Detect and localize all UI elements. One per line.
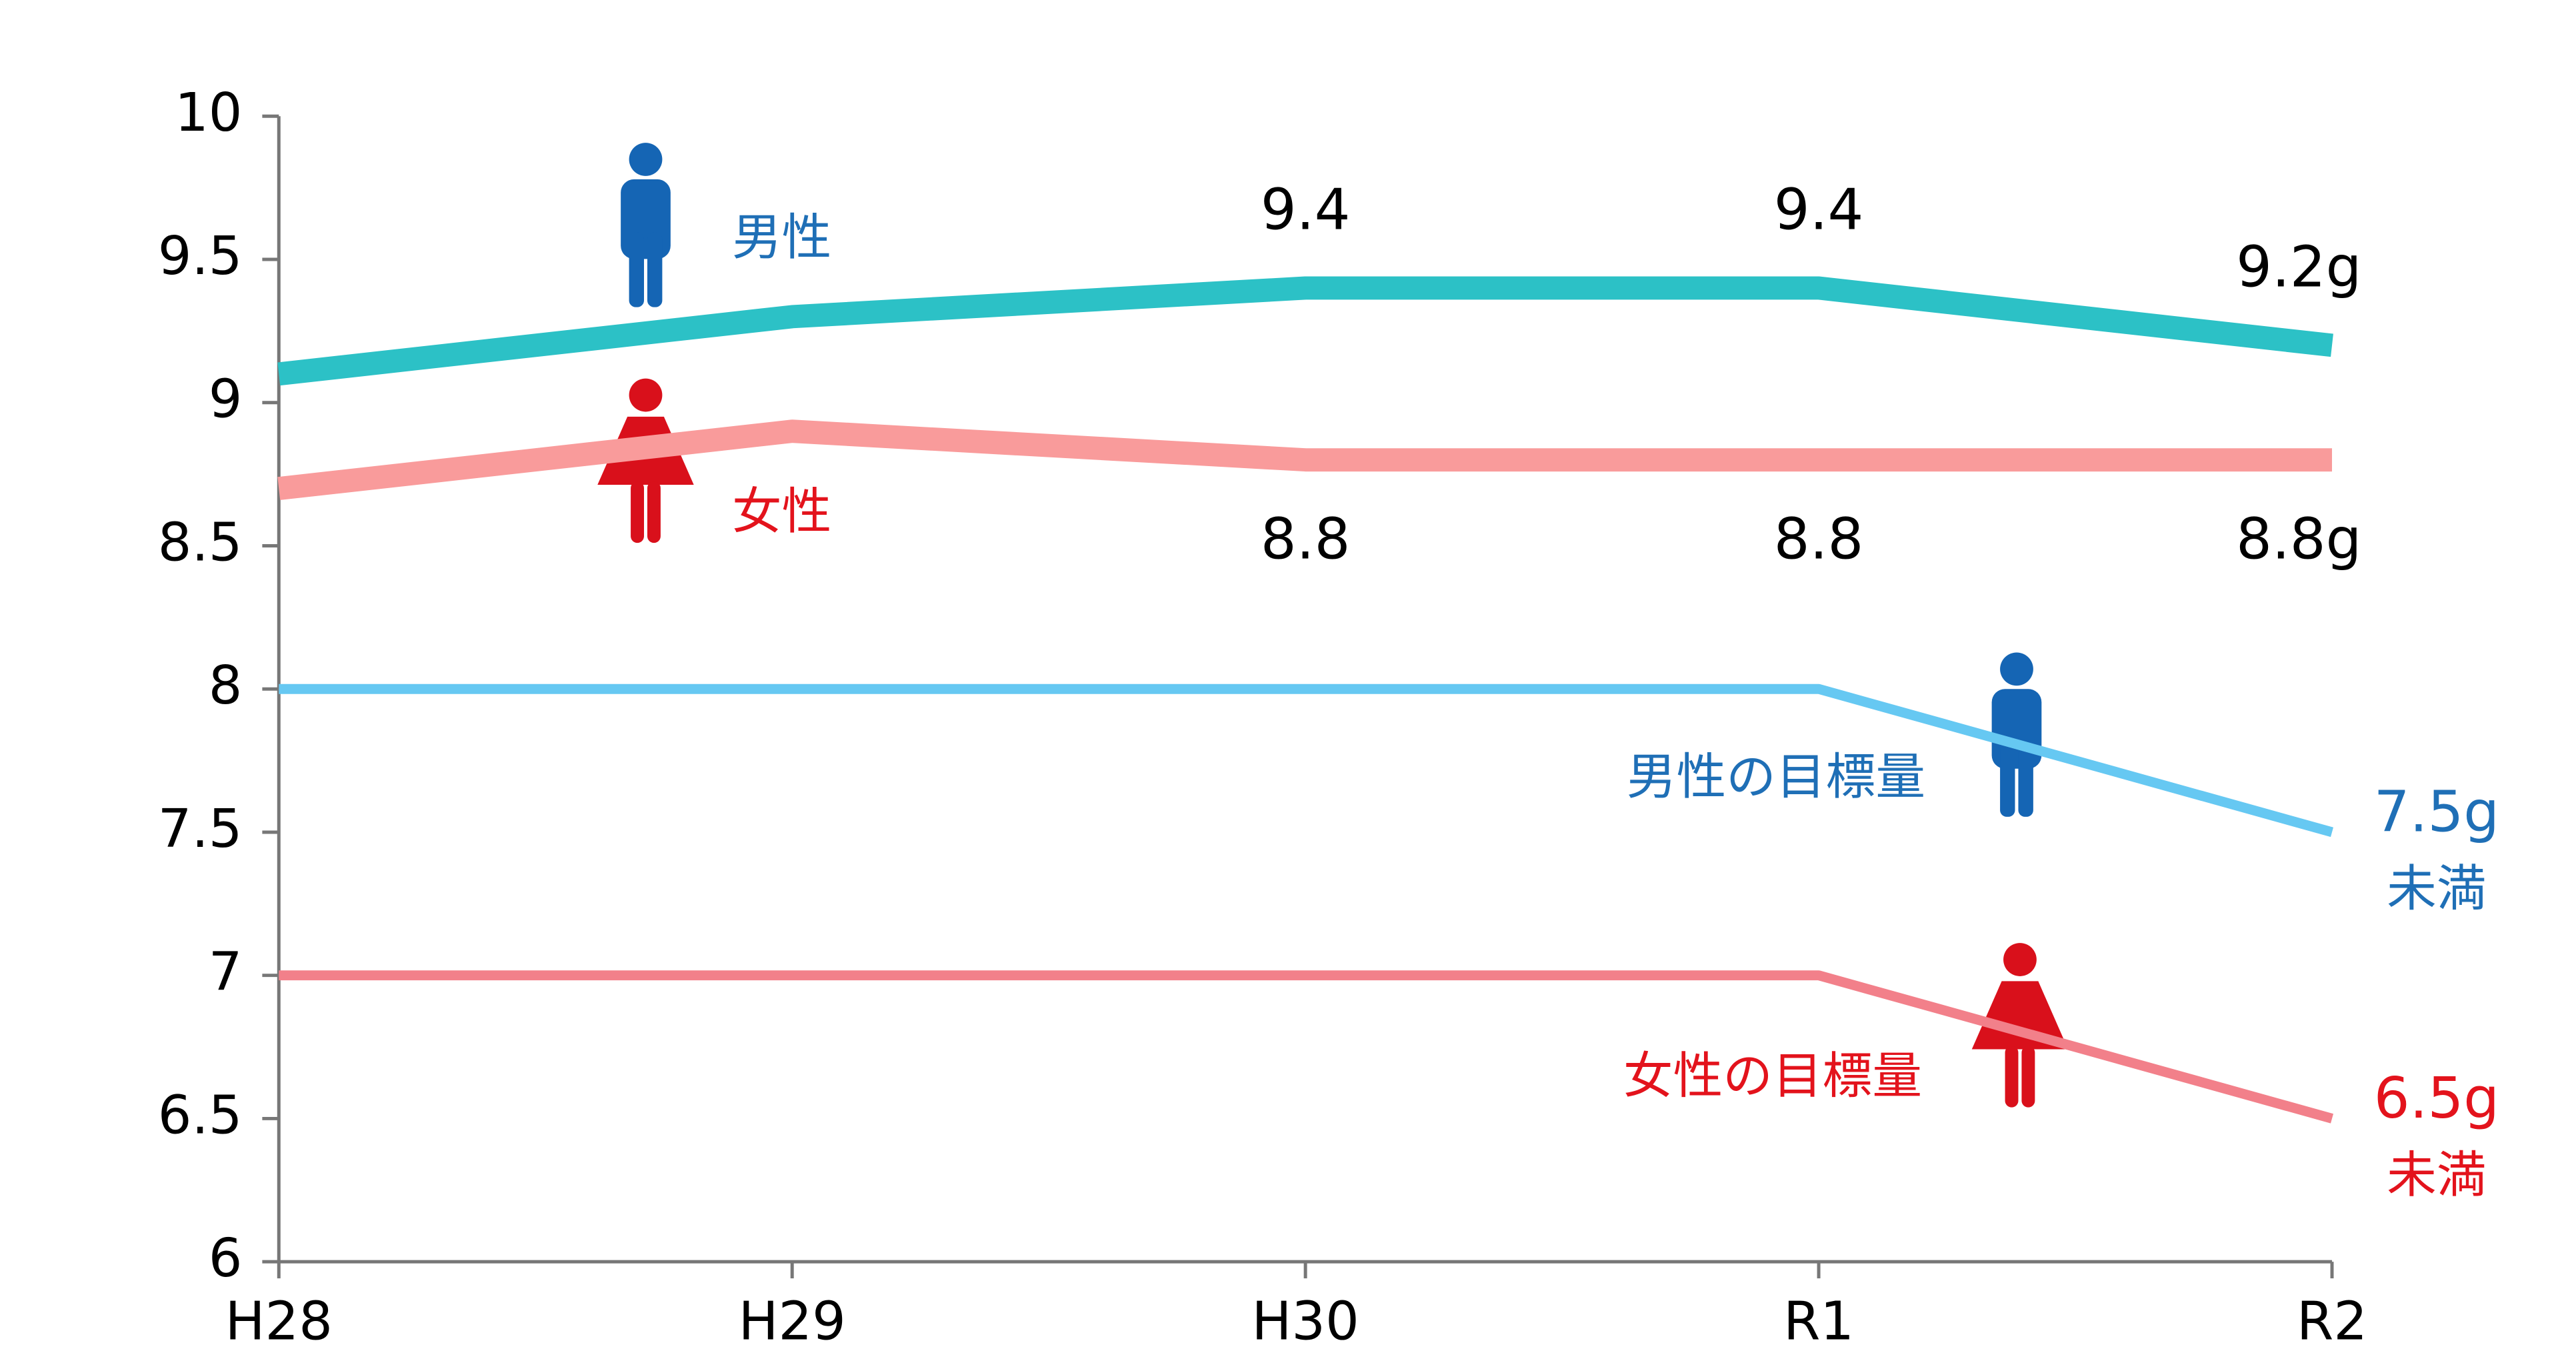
- value-label: 9.4: [1774, 176, 1864, 242]
- y-tick-label: 9.5: [158, 225, 243, 287]
- x-tick-label: R2: [2297, 1290, 2367, 1352]
- series-line: [277, 419, 2333, 500]
- series-label: 男性の目標量: [1627, 748, 1925, 806]
- y-tick-label: 6: [209, 1227, 243, 1289]
- x-tick-label: H28: [225, 1290, 333, 1352]
- y-tick-label: 10: [175, 81, 242, 143]
- y-tick-label: 8.5: [158, 511, 243, 573]
- y-tick-label: 7.5: [158, 798, 243, 860]
- series-line: [277, 276, 2333, 386]
- value-label: 8.8: [1261, 506, 1351, 572]
- series-label: 女性: [732, 482, 831, 540]
- y-tick-label: 7: [209, 941, 243, 1003]
- plot: 6 6.5 7 7.5 8 8.5 9 9.5 10 H28 H29 H30 R1 R2 男性 9.4 9.4 9…: [158, 81, 2499, 1352]
- x-tick-label: R1: [1783, 1290, 1854, 1352]
- y-tick-label: 8: [209, 654, 243, 716]
- series-label: 男性: [732, 209, 831, 267]
- y-tick-label: 9: [209, 368, 243, 430]
- value-label: 9.2g: [2236, 233, 2361, 299]
- series-label: 女性の目標量: [1623, 1047, 1922, 1105]
- value-label: 8.8g: [2236, 506, 2361, 572]
- x-tick-label: H29: [739, 1290, 846, 1352]
- y-tick-label: 6.5: [158, 1084, 243, 1146]
- value-label-suffix: 未満: [2387, 860, 2486, 918]
- male-icon: [621, 143, 671, 307]
- series-line: [279, 683, 2334, 838]
- value-label: 6.5g: [2374, 1065, 2499, 1131]
- value-label: 8.8: [1774, 506, 1864, 572]
- female-target-icon: [1971, 943, 2069, 1108]
- value-label: 9.4: [1261, 176, 1351, 242]
- series-line: [279, 970, 2334, 1124]
- value-label: 7.5g: [2374, 778, 2499, 844]
- value-label-suffix: 未満: [2387, 1146, 2486, 1204]
- x-tick-label: H30: [1252, 1290, 1359, 1352]
